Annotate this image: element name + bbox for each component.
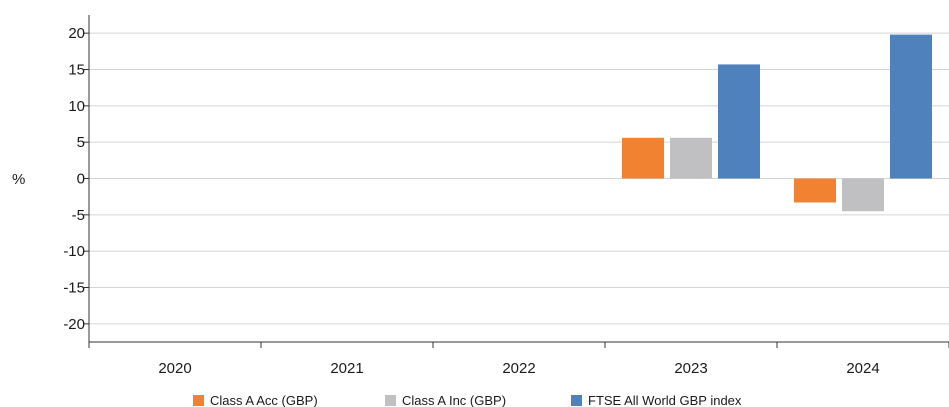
legend-swatch xyxy=(193,395,204,406)
legend-swatch xyxy=(571,395,582,406)
legend-swatch xyxy=(385,395,396,406)
y-tick-label: -10 xyxy=(63,243,85,260)
bar xyxy=(794,178,836,203)
x-tick-label: 2023 xyxy=(674,360,707,377)
y-tick-label: 15 xyxy=(68,62,85,79)
legend: Class A Acc (GBP) Class A Inc (GBP) FTSE A… xyxy=(193,393,742,407)
y-axis-label: % xyxy=(12,171,25,188)
y-tick-label: 10 xyxy=(68,98,85,115)
y-tick-label: -15 xyxy=(63,280,85,297)
y-tick-label: 20 xyxy=(68,25,85,42)
x-tick-label: 2021 xyxy=(330,360,363,377)
bars xyxy=(622,34,932,212)
gridlines xyxy=(89,32,949,325)
legend-label: FTSE All World GBP index xyxy=(588,393,742,407)
bar xyxy=(622,137,664,179)
bar xyxy=(842,178,884,212)
bar xyxy=(718,64,760,179)
x-tick-labels: 2020 2021 2022 2023 2024 xyxy=(158,360,879,377)
x-tick-label: 2022 xyxy=(502,360,535,377)
bar xyxy=(670,137,712,179)
axes xyxy=(84,15,949,348)
y-tick-label: 0 xyxy=(77,171,85,188)
y-tick-label: -5 xyxy=(72,207,85,224)
y-tick-label: 5 xyxy=(77,134,85,151)
bar xyxy=(890,34,932,179)
legend-label: Class A Inc (GBP) xyxy=(402,393,506,407)
x-tick-label: 2024 xyxy=(846,360,879,377)
y-tick-label: -20 xyxy=(63,316,85,333)
y-tick-labels: 20 15 10 5 0 -5 -10 -15 -20 xyxy=(63,25,85,333)
legend-label: Class A Acc (GBP) xyxy=(210,393,318,407)
x-tick-label: 2020 xyxy=(158,360,191,377)
